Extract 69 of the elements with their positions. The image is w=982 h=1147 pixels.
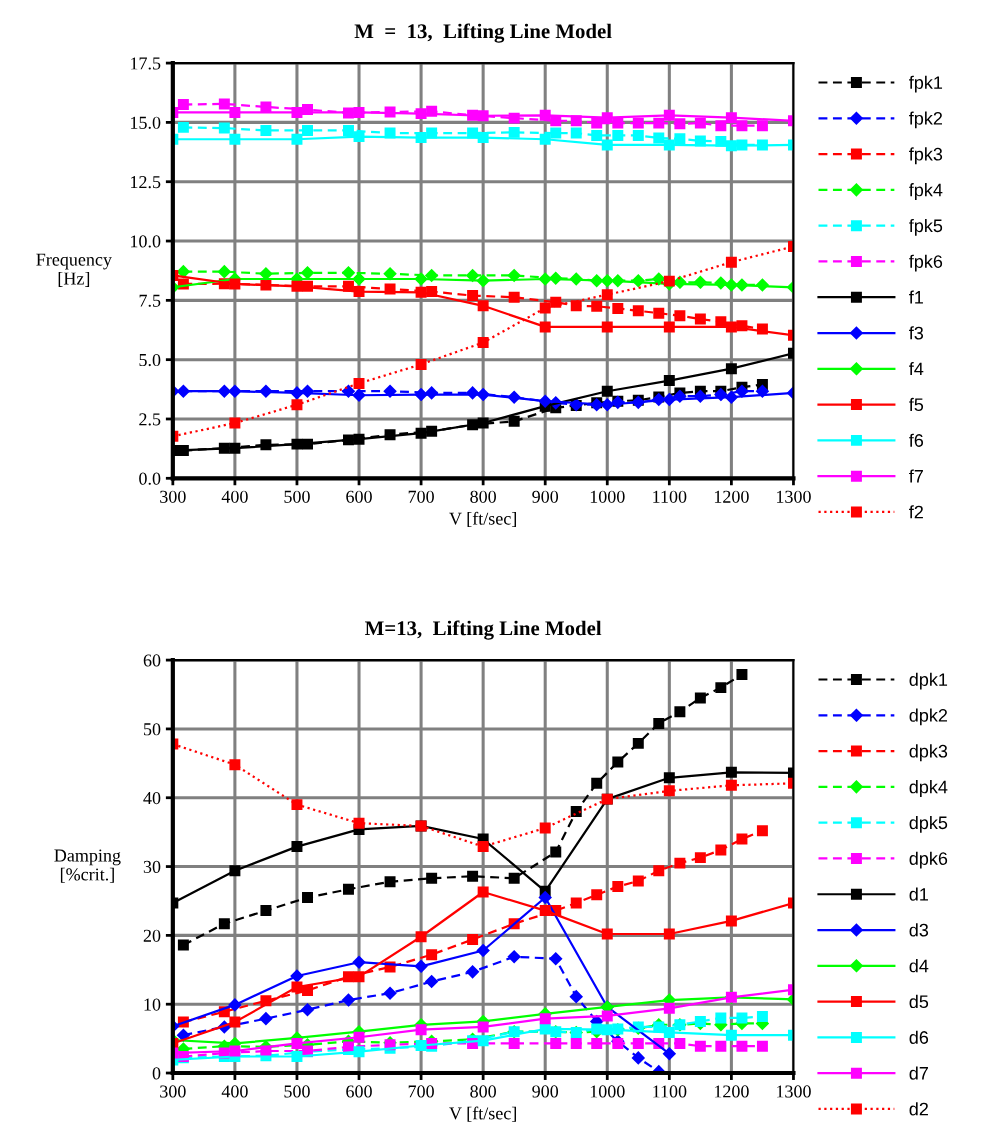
y-tick-label: 20 [143, 929, 161, 942]
x-tick-label: 700 [408, 490, 434, 503]
legend-label: dpk6 [909, 851, 948, 869]
legend-label: f5 [909, 397, 924, 412]
x-tick-label: 1300 [776, 1085, 811, 1098]
legend-label: dpk5 [909, 815, 948, 833]
x-tick-label: 300 [160, 490, 186, 503]
legend-label: d4 [909, 959, 929, 973]
x-tick-label: 1000 [590, 1085, 625, 1098]
legend-label: f3 [909, 326, 924, 340]
x-tick-label: 700 [408, 1085, 434, 1098]
x-tick-label: 800 [470, 490, 496, 503]
x-tick-label: 1000 [590, 490, 625, 503]
x-tick-label: 900 [532, 490, 559, 503]
legend-label: d3 [909, 923, 929, 937]
y-tick-label: 7.5 [139, 294, 161, 307]
y-tick-label: 10.0 [131, 235, 161, 248]
legend-label: d5 [909, 994, 929, 1009]
legend-label: d6 [909, 1030, 929, 1044]
legend-label: fpk4 [909, 183, 943, 200]
legend-label: dpk3 [909, 744, 948, 762]
y-tick-label: 0 [152, 1067, 161, 1080]
x-tick-label: 500 [284, 490, 310, 503]
legend-label: dpk1 [909, 672, 948, 690]
y-tick-label: 50 [144, 723, 161, 736]
y-tick-label: 5.0 [139, 353, 161, 367]
legend-label: f4 [909, 362, 924, 376]
x-tick-label: 800 [470, 1085, 496, 1098]
legend-label: fpk6 [909, 254, 943, 272]
legend-label: dpk2 [909, 708, 948, 726]
y-tick-label: 17.5 [131, 57, 161, 70]
y-tick-label: 30 [143, 860, 161, 873]
x-tick-label: 1100 [653, 1085, 687, 1098]
legend-label: fpk5 [909, 218, 943, 236]
x-tick-label: 1200 [714, 490, 749, 503]
legend-label: f7 [909, 469, 923, 483]
x-tick-label: 500 [284, 1085, 310, 1098]
chart-title: M=13, Lifting Line Model [365, 620, 602, 640]
chart-title: M = 13, Lifting Line Model [354, 23, 612, 43]
x-axis-title: V [ft/sec] [449, 511, 516, 527]
legend-label: f1 [909, 290, 923, 304]
x-tick-label: 1200 [714, 1085, 749, 1098]
legend-label: f6 [909, 433, 924, 447]
x-tick-label: 1100 [653, 490, 687, 503]
legend-label: fpk2 [909, 111, 943, 129]
x-tick-label: 600 [346, 490, 372, 503]
y-tick-label: 15.0 [131, 116, 161, 129]
y-tick-label: 40 [143, 792, 161, 805]
y-tick-label: 10 [144, 998, 161, 1011]
legend-label: d7 [909, 1066, 928, 1080]
y-axis-title: Damping [%crit.] [54, 849, 121, 883]
y-tick-label: 2.5 [139, 413, 161, 426]
x-axis-title: V [ft/sec] [449, 1106, 516, 1122]
x-tick-label: 900 [532, 1085, 559, 1098]
y-tick-label: 12.5 [131, 176, 161, 189]
legend-label: f2 [909, 505, 923, 519]
x-tick-label: 400 [221, 490, 248, 503]
legend-label: d2 [909, 1102, 928, 1116]
legend-label: d1 [909, 887, 928, 901]
x-tick-label: 300 [160, 1085, 186, 1098]
x-tick-label: 400 [221, 1085, 248, 1098]
x-tick-label: 1300 [776, 490, 811, 503]
y-axis-title: Frequency [Hz] [36, 253, 112, 287]
x-tick-label: 600 [346, 1085, 372, 1098]
legend-label: dpk4 [909, 780, 948, 797]
legend-label: fpk3 [909, 147, 943, 165]
legend-label: fpk1 [909, 75, 943, 93]
y-tick-label: 0.0 [139, 472, 161, 485]
y-tick-label: 60 [143, 654, 161, 667]
